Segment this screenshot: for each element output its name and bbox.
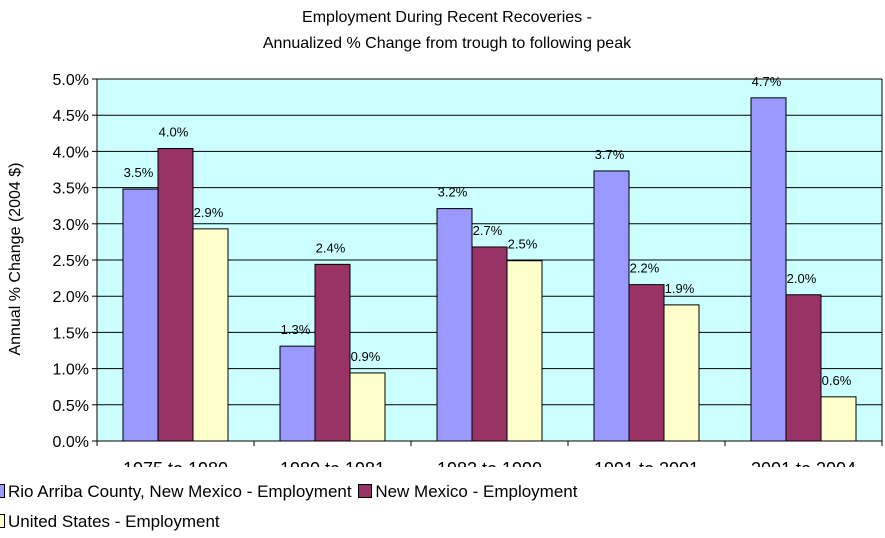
bar-2-2 (506, 260, 543, 442)
data-label: 3.2% (438, 185, 468, 200)
y-tick-label: 5.0% (53, 72, 89, 89)
data-label: 3.5% (124, 165, 154, 180)
data-label: 2.5% (508, 237, 538, 252)
y-tick-label: 4.5% (53, 108, 89, 125)
bar-3-0 (593, 170, 630, 442)
y-axis-label: Annual % Change (2004 $) (7, 162, 24, 355)
legend-row-1: Rio Arriba County, New Mexico - Employme… (0, 482, 577, 502)
data-label: 0.9% (351, 349, 381, 364)
data-label: 4.7% (752, 74, 782, 89)
data-label: 2.2% (630, 261, 660, 276)
chart-title-line-2: Annualized % Change from trough to follo… (263, 35, 632, 52)
bar-0-0 (122, 188, 159, 442)
data-label: 2.7% (473, 223, 503, 238)
data-label: 1.9% (665, 281, 695, 296)
chart-title-line-1: Employment During Recent Recoveries - (302, 9, 592, 26)
y-tick-label: 3.0% (53, 217, 89, 234)
data-label: 2.9% (194, 205, 224, 220)
bar-2-1 (471, 246, 508, 442)
y-tick-label: 2.5% (53, 253, 89, 270)
data-label: 1.3% (281, 322, 311, 337)
legend-swatch-united-states (0, 514, 5, 528)
bar-4-2 (820, 396, 857, 442)
legend-row-2: United States - Employment (0, 512, 220, 532)
y-tick-label: 3.5% (53, 181, 89, 198)
bar-2-0 (436, 208, 473, 442)
data-label: 0.6% (822, 373, 852, 388)
y-tick-label: 1.0% (53, 362, 89, 379)
y-tick-label: 0.0% (53, 434, 89, 451)
bar-4-1 (785, 294, 822, 442)
bar-1-1 (314, 263, 351, 442)
plot-area: 0.0% 0.5% 1.0% 1.5% 2.0% 2.5% 3.0% 3.5% 4.0% 4.5%… (0, 72, 885, 479)
bar-3-1 (628, 284, 665, 442)
data-label: 2.0% (787, 271, 817, 286)
legend-label-rio-arriba: Rio Arriba County, New Mexico - Employme… (8, 482, 352, 501)
bar-4-0 (750, 97, 787, 442)
bar-1-2 (349, 372, 386, 442)
data-label: 3.7% (595, 147, 625, 162)
y-tick-label: 0.5% (53, 398, 89, 415)
y-tick-label: 1.5% (53, 325, 89, 342)
legend-swatch-new-mexico (358, 484, 373, 498)
data-label: 2.4% (316, 240, 346, 255)
data-label: 4.0% (159, 125, 189, 140)
y-tick-label: 4.0% (53, 144, 89, 161)
y-tick-label: 2.0% (53, 289, 89, 306)
legend-label-united-states: United States - Employment (8, 512, 220, 531)
bar-3-2 (663, 304, 700, 442)
bar-0-2 (192, 228, 229, 442)
bar-1-0 (279, 345, 316, 442)
label-clip-band (0, 467, 885, 479)
legend-label-new-mexico: New Mexico - Employment (375, 482, 578, 501)
bar-0-1 (157, 148, 194, 442)
legend-swatch-rio-arriba (0, 484, 5, 498)
